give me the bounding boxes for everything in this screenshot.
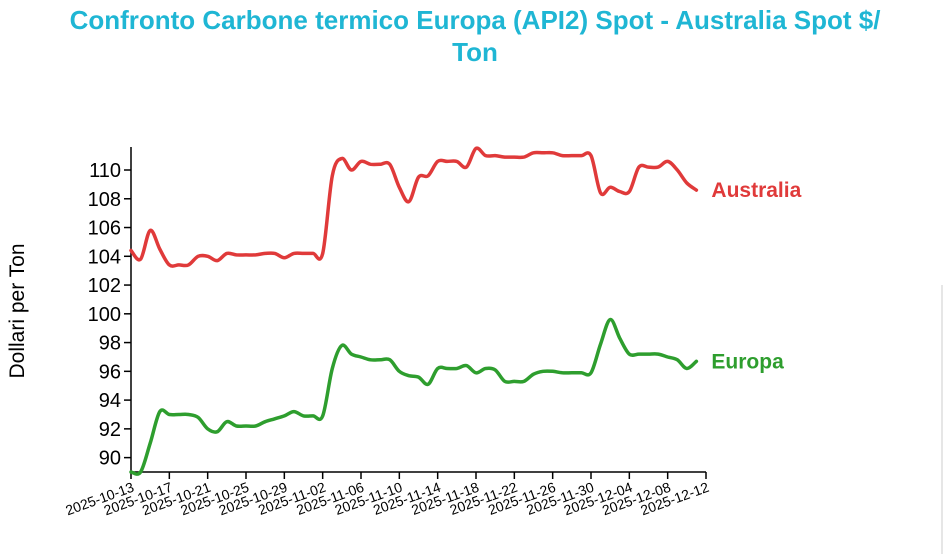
right-divider [941,285,943,554]
y-tick-label: 96 [99,361,121,383]
y-tick-label: 106 [88,218,121,240]
y-axis-title: Dollari per Ton [6,243,29,378]
y-tick-label: 108 [88,189,121,211]
series-lines: Australia Europa [129,146,802,476]
y-tick-label: 90 [99,448,121,470]
chart-title: Confronto Carbone termico Europa (API2) … [0,4,945,68]
series-line-europa [129,317,699,476]
y-tick-label: 110 [89,160,121,182]
chart-title-line-1: Confronto Carbone termico Europa (API2) … [69,5,881,35]
y-axis: 90 92 94 96 98 100 102 104 106 108 110 [88,147,132,472]
series-line-australia [129,146,699,268]
series-label-europa: Europa [711,350,784,373]
y-tick-label: 102 [88,275,121,297]
y-tick-label: 98 [99,333,121,355]
y-tick-label: 92 [99,419,121,441]
chart-title-line-2: Ton [452,37,498,67]
y-tick-label: 100 [88,304,121,326]
y-tick-label: 104 [88,246,121,268]
y-tick-label: 94 [99,390,121,412]
x-axis: 2025-10-132025-10-172025-10-212025-10-25… [63,471,711,518]
series-label-australia: Australia [711,179,801,202]
